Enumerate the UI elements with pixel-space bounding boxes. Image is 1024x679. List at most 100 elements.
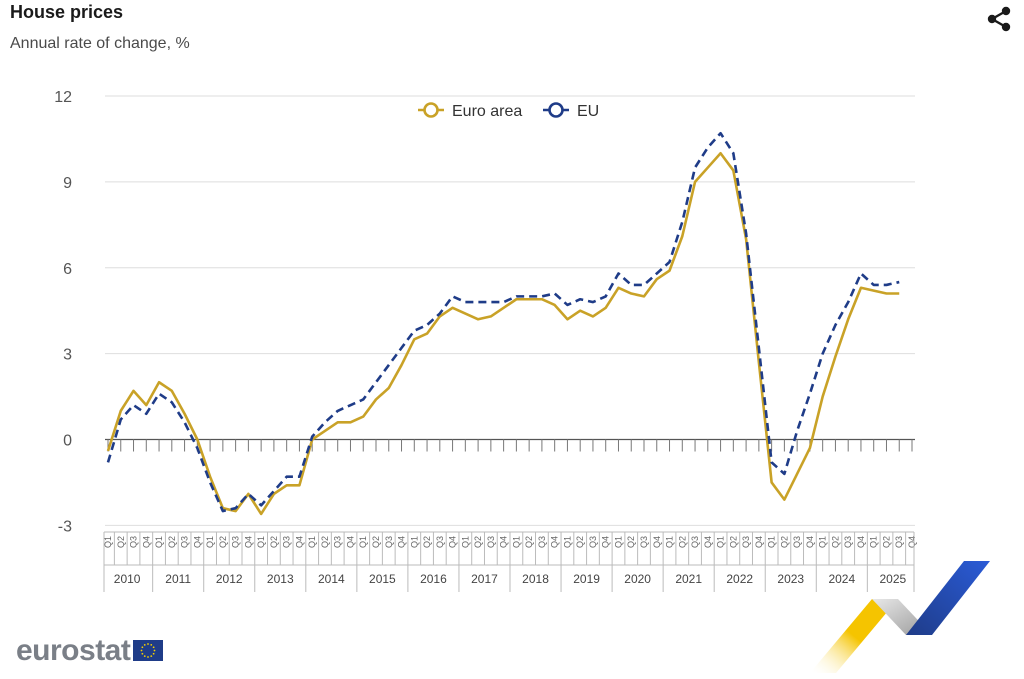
quarter-label: Q4: [192, 536, 202, 548]
quarter-label: Q4: [703, 536, 713, 548]
quarter-label: Q4: [345, 536, 355, 548]
quarter-label: Q1: [869, 536, 879, 548]
quarter-label: Q4: [856, 536, 866, 548]
y-tick-label: -3: [58, 518, 72, 535]
x-axis: Q1 Q2 Q3 Q4 Q1 Q2 Q3 Q4 Q1 Q2 Q3 Q4 Q1 Q2 Q3 Q4 Q1 Q2 Q3 Q4…: [103, 438, 917, 592]
quarter-label: Q3: [741, 536, 751, 548]
quarter-label: Q3: [384, 536, 394, 548]
quarter-label: Q3: [129, 536, 139, 548]
legend-marker: [548, 102, 564, 118]
y-tick-label: 12: [54, 89, 72, 106]
quarter-label: Q1: [613, 536, 623, 548]
y-tick-label: 9: [63, 175, 72, 192]
year-label: 2014: [318, 572, 345, 586]
legend[interactable]: Euro area EU: [418, 102, 599, 120]
eurostat-logo: eurostat: [16, 634, 131, 667]
quarter-label: Q3: [537, 536, 547, 548]
y-tick-label: 6: [63, 261, 72, 278]
quarter-label: Q4: [141, 536, 151, 548]
quarter-label: Q4: [805, 536, 815, 548]
flag-star: [140, 649, 143, 652]
quarter-label: Q4: [397, 536, 407, 548]
year-label: 2024: [828, 572, 855, 586]
legend-label[interactable]: EU: [577, 103, 599, 120]
quarter-label: Q1: [409, 536, 419, 548]
eu-flag-icon: [133, 640, 163, 661]
series-layer: [106, 131, 900, 516]
quarter-label: Q1: [307, 536, 317, 548]
quarter-label: Q3: [486, 536, 496, 548]
year-label: 2015: [369, 572, 396, 586]
flag-star: [153, 649, 156, 652]
quarter-label: Q1: [716, 536, 726, 548]
quarter-label: Q4: [499, 536, 509, 548]
flag-star: [143, 643, 146, 646]
quarter-label: Q4: [243, 536, 253, 548]
quarter-label: Q4: [907, 536, 917, 548]
legend-marker: [423, 102, 439, 118]
quarter-label: Q2: [677, 536, 687, 548]
flag-star: [143, 655, 146, 658]
quarter-label: Q2: [524, 536, 534, 548]
legend-label[interactable]: Euro area: [452, 103, 522, 120]
quarter-label: Q4: [754, 536, 764, 548]
quarter-label: Q3: [639, 536, 649, 548]
year-label: 2017: [471, 572, 498, 586]
quarter-label: Q1: [818, 536, 828, 548]
quarter-label: Q1: [511, 536, 521, 548]
quarter-label: Q2: [473, 536, 483, 548]
year-label: 2010: [114, 572, 141, 586]
flag-star: [152, 652, 155, 655]
quarter-label: Q1: [154, 536, 164, 548]
y-tick-label: 3: [63, 347, 72, 364]
quarter-label: Q4: [601, 536, 611, 548]
quarter-label: Q2: [779, 536, 789, 548]
flag-star: [141, 652, 144, 655]
quarter-label: Q3: [843, 536, 853, 548]
chart-title: House prices: [10, 2, 124, 22]
quarter-label: Q1: [358, 536, 368, 548]
grid-layer: 12 9 6 3 0 -3: [54, 89, 915, 535]
year-label: 2016: [420, 572, 447, 586]
quarter-label: Q2: [371, 536, 381, 548]
quarter-label: Q2: [116, 536, 126, 548]
quarter-label: Q1: [205, 536, 215, 548]
flag-star: [147, 643, 149, 645]
series-line-euro-area[interactable]: [106, 151, 900, 516]
quarter-label: Q2: [830, 536, 840, 548]
year-label: 2020: [624, 572, 651, 586]
quarter-label: Q3: [588, 536, 598, 548]
flag-star: [152, 646, 155, 649]
year-label: 2025: [880, 572, 907, 586]
year-label: 2021: [675, 572, 702, 586]
quarter-label: Q4: [652, 536, 662, 548]
flag-star: [150, 643, 153, 646]
chart-subtitle: Annual rate of change, %: [10, 35, 190, 52]
flag-star: [147, 656, 149, 658]
year-label: 2013: [267, 572, 294, 586]
quarter-label: Q1: [562, 536, 572, 548]
series-line-eu[interactable]: [106, 131, 900, 513]
quarter-label: Q2: [167, 536, 177, 548]
quarter-label: Q3: [282, 536, 292, 548]
quarter-label: Q3: [180, 536, 190, 548]
quarter-label: Q2: [320, 536, 330, 548]
quarter-label: Q3: [333, 536, 343, 548]
decorative-chevron: [810, 561, 990, 673]
quarter-label: Q2: [218, 536, 228, 548]
year-label: 2022: [726, 572, 753, 586]
share-icon[interactable]: [984, 4, 1014, 34]
quarter-label: Q3: [894, 536, 904, 548]
year-label: 2012: [216, 572, 243, 586]
quarter-label: Q4: [550, 536, 560, 548]
quarter-label: Q1: [103, 536, 113, 548]
quarter-label: Q2: [728, 536, 738, 548]
quarter-label: Q3: [792, 536, 802, 548]
y-tick-label: 0: [63, 433, 72, 450]
quarter-label: Q3: [435, 536, 445, 548]
quarter-label: Q3: [231, 536, 241, 548]
quarter-label: Q2: [575, 536, 585, 548]
year-label: 2018: [522, 572, 549, 586]
year-label: 2023: [777, 572, 804, 586]
